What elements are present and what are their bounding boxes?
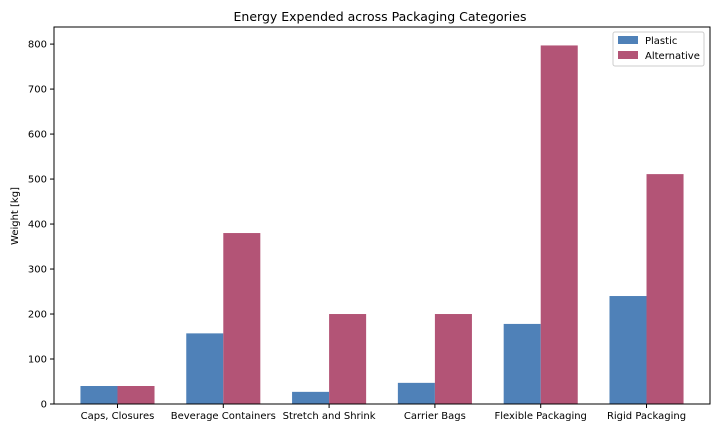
bar-plastic-flexible-packaging xyxy=(503,323,541,404)
bar-alternative-beverage-containers xyxy=(223,233,261,404)
x-tick-label: Caps, Closures xyxy=(81,411,155,422)
x-ticks: Caps, Closures Beverage Containers Stretch… xyxy=(81,404,686,422)
y-tick-label: 400 xyxy=(28,220,47,231)
bar-alternative-flexible-packaging xyxy=(540,45,578,405)
bar-plastic-rigid-packaging xyxy=(609,296,647,404)
bar-alternative-caps-closures xyxy=(117,386,155,404)
y-tick-label: 100 xyxy=(28,355,47,366)
bar-alternative-stretch-and-shrink xyxy=(329,314,367,404)
y-tick-label: 0 xyxy=(41,400,47,411)
y-ticks: 0 100 200 300 400 500 600 700 800 xyxy=(28,40,54,411)
y-tick-label: 500 xyxy=(28,175,47,186)
legend: Plastic Alternative xyxy=(612,31,705,67)
legend-label-plastic: Plastic xyxy=(645,36,677,47)
legend-swatch-plastic xyxy=(618,36,638,44)
y-tick-label: 800 xyxy=(28,40,47,51)
y-tick-label: 600 xyxy=(28,130,47,141)
bar-plastic-caps-closures xyxy=(80,386,118,404)
plot-frame xyxy=(53,26,711,405)
x-tick-label: Rigid Packaging xyxy=(607,411,686,422)
bar-plastic-carrier-bags xyxy=(397,382,435,404)
y-axis-label: Weight [kg] xyxy=(10,187,21,245)
x-tick-label: Beverage Containers xyxy=(171,411,276,422)
chart-title: Energy Expended across Packaging Categor… xyxy=(234,9,527,24)
y-tick-label: 200 xyxy=(28,310,47,321)
y-tick-label: 700 xyxy=(28,85,47,96)
legend-label-alternative: Alternative xyxy=(645,51,700,62)
x-tick-label: Flexible Packaging xyxy=(494,411,586,422)
x-tick-label: Stretch and Shrink xyxy=(283,411,376,422)
bar-plastic-stretch-and-shrink xyxy=(292,391,330,404)
bars-layer xyxy=(80,45,684,405)
legend-swatch-alternative xyxy=(618,51,638,59)
bar-alternative-rigid-packaging xyxy=(646,174,684,404)
bar-alternative-carrier-bags xyxy=(434,314,472,404)
bar-plastic-beverage-containers xyxy=(186,333,224,404)
x-tick-label: Carrier Bags xyxy=(404,411,466,422)
y-tick-label: 300 xyxy=(28,265,47,276)
